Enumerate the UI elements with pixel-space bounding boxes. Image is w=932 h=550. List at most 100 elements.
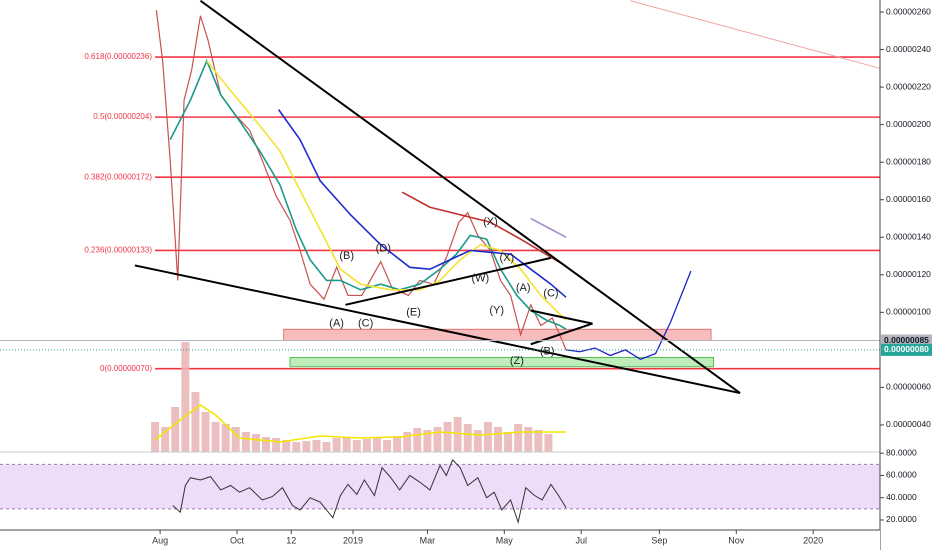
volume-bar <box>514 424 523 452</box>
wave-label: (W) <box>471 272 489 284</box>
fib-label: 0.5(0.00000204) <box>93 112 152 121</box>
volume-bar <box>221 424 230 452</box>
volume-bar <box>473 430 482 452</box>
rsi-band <box>0 464 880 509</box>
volume-bar <box>211 422 220 452</box>
volume-ma <box>154 404 567 443</box>
price-axis <box>880 0 932 550</box>
volume-bar <box>191 392 200 452</box>
projection <box>565 270 692 360</box>
volume-bar <box>251 434 260 452</box>
y-tick-label: 20.0000 <box>886 514 917 524</box>
volume-bar <box>272 438 281 452</box>
y-tick-label: 0.00000160 <box>886 194 931 204</box>
wave-label: (X) <box>499 252 514 264</box>
y-tick-label: 0.00000240 <box>886 44 931 54</box>
wave-label: (C) <box>543 287 558 299</box>
zone <box>283 328 712 341</box>
volume-bar <box>443 422 452 452</box>
price-line <box>155 10 567 351</box>
volume-bar <box>342 437 351 452</box>
x-tick-label: Mar <box>420 535 436 545</box>
volume-bar <box>231 427 240 452</box>
wave-label: (E) <box>406 306 421 318</box>
trendline <box>345 256 552 306</box>
y-tick-label: 0.00000140 <box>886 232 931 242</box>
price-tag-label: 0.00000080 <box>884 344 929 354</box>
wave-label: (A) <box>329 318 344 330</box>
volume-bar <box>372 438 381 452</box>
wave-label: (B) <box>339 250 354 262</box>
y-tick-label: 0.00000040 <box>886 419 931 429</box>
moving-average <box>277 109 567 298</box>
fib-label: 0.236(0.00000133) <box>84 246 152 255</box>
y-tick-label: 0.00000260 <box>886 6 931 16</box>
volume-bar <box>463 424 472 452</box>
x-tick-label: 12 <box>286 535 296 545</box>
wave-label: (Z) <box>510 355 524 367</box>
y-tick-label: 0.00000120 <box>886 269 931 279</box>
volume-bar <box>312 440 321 452</box>
time-axis <box>0 530 880 550</box>
price-tag <box>881 343 932 356</box>
y-tick-label: 60.0000 <box>886 470 917 480</box>
moving-average <box>206 60 567 321</box>
wave-label: (A) <box>516 282 531 294</box>
volume-bar <box>383 440 392 452</box>
wave-label: (B) <box>540 346 555 358</box>
wave-label: (Y) <box>489 304 504 316</box>
trendline <box>134 264 741 395</box>
x-tick-label: 2019 <box>343 535 363 545</box>
y-tick-label: 0.00000060 <box>886 382 931 392</box>
wave-label: (D) <box>376 242 391 254</box>
volume-bar <box>423 430 432 452</box>
volume-bar <box>282 440 291 452</box>
x-tick-label: Sep <box>651 535 667 545</box>
moving-average <box>530 217 567 238</box>
fib-label: 0(0.00000070) <box>100 364 152 373</box>
volume-bar <box>362 439 371 452</box>
volume-bar <box>322 442 331 452</box>
volume-bar <box>403 432 412 452</box>
y-tick-label: 80.0000 <box>886 447 917 457</box>
moving-average <box>401 191 566 267</box>
trendline <box>199 0 741 394</box>
price-tag <box>881 334 932 347</box>
fib-label: 0.382(0.00000172) <box>84 172 152 181</box>
volume-bar <box>241 432 250 452</box>
volume-bar <box>524 427 533 452</box>
volume-bar <box>181 342 190 452</box>
volume-bar <box>262 437 271 452</box>
volume-bar <box>393 436 402 452</box>
zone <box>289 356 714 368</box>
volume-bar <box>504 432 513 452</box>
x-tick-label: Oct <box>230 535 245 545</box>
x-tick-label: 2020 <box>803 535 823 545</box>
volume-bar <box>161 427 170 452</box>
x-tick-label: Jul <box>575 535 587 545</box>
x-tick-label: May <box>496 535 514 545</box>
volume-bar <box>433 427 442 452</box>
volume-bar <box>292 442 301 452</box>
volume-bar <box>493 427 502 452</box>
y-tick-label: 0.00000200 <box>886 119 931 129</box>
volume-bar <box>453 417 462 452</box>
trendline <box>530 309 593 325</box>
volume-bar <box>332 438 341 452</box>
volume-bar <box>151 422 160 452</box>
wave-label: (C) <box>358 318 373 330</box>
wave-label: (X) <box>483 216 498 228</box>
volume-bar <box>534 430 543 452</box>
moving-average <box>169 58 567 330</box>
volume-bar <box>544 434 553 452</box>
y-tick-label: 0.00000180 <box>886 156 931 166</box>
volume-bar <box>171 407 180 452</box>
volume-bar <box>201 412 210 452</box>
volume-bar <box>302 441 311 452</box>
x-tick-label: Nov <box>728 535 745 545</box>
y-tick-label: 40.0000 <box>886 492 917 502</box>
x-tick-label: Aug <box>152 535 168 545</box>
trendline <box>630 0 881 69</box>
volume-bar <box>413 428 422 452</box>
